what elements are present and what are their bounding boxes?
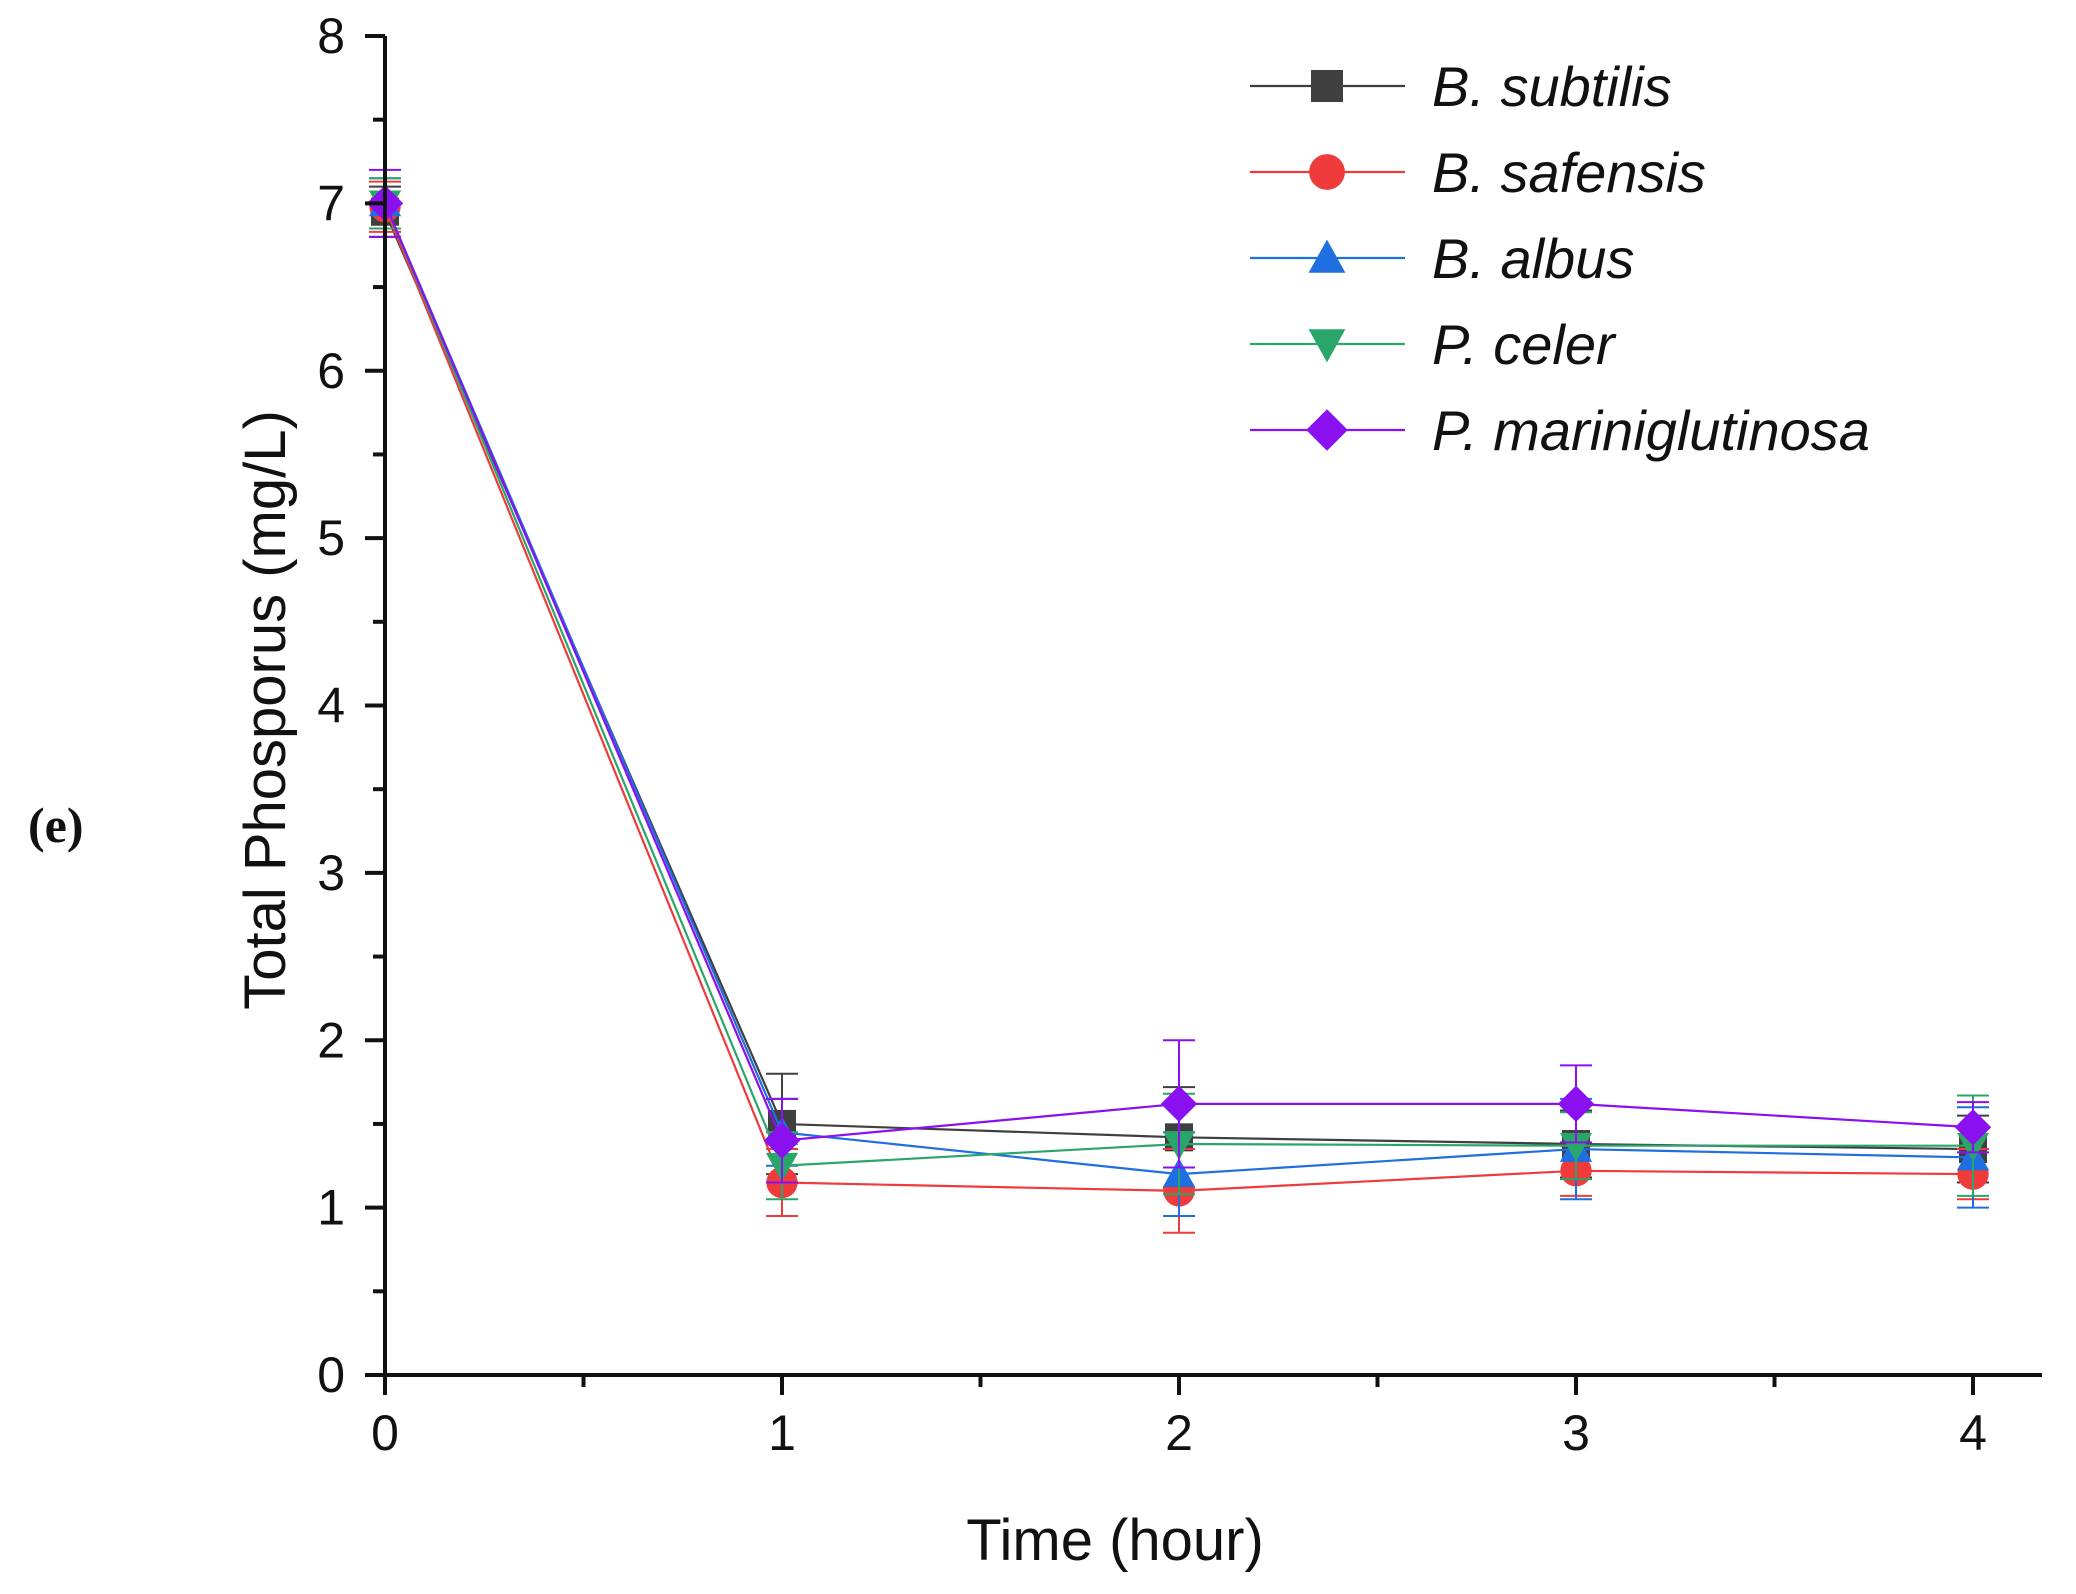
x-axis: 0 1 2 3 4 bbox=[371, 1373, 2042, 1461]
legend: B. subtilis B. safensis B. albus P. celer P.… bbox=[1250, 55, 1870, 462]
x-tick-label: 0 bbox=[371, 1405, 399, 1461]
series-0 bbox=[369, 185, 1989, 1189]
data-point bbox=[763, 1122, 801, 1159]
legend-marker bbox=[1311, 70, 1343, 102]
x-tick-label: 4 bbox=[1959, 1405, 1987, 1461]
series-line bbox=[383, 202, 1974, 1142]
series-line bbox=[383, 211, 1974, 1151]
legend-label: B. albus bbox=[1432, 227, 1634, 290]
data-point bbox=[1160, 1085, 1198, 1123]
y-tick-label: 3 bbox=[317, 845, 345, 901]
data-point bbox=[1557, 1085, 1595, 1123]
legend-label: P. celer bbox=[1432, 313, 1617, 376]
x-tick-label: 2 bbox=[1165, 1405, 1193, 1461]
y-tick-label: 5 bbox=[317, 510, 345, 566]
legend-entry: B. safensis bbox=[1250, 141, 1706, 204]
y-tick-label: 7 bbox=[317, 175, 345, 231]
y-tick-label: 2 bbox=[317, 1012, 345, 1068]
legend-marker bbox=[1309, 154, 1345, 190]
legend-label: P. mariniglutinosa bbox=[1432, 399, 1870, 462]
y-tick-label: 4 bbox=[317, 678, 345, 734]
legend-entry: B. albus bbox=[1250, 227, 1634, 290]
x-axis-label: Time (hour) bbox=[966, 1508, 1264, 1573]
data-point bbox=[1954, 1109, 1992, 1146]
legend-entry: P. mariniglutinosa bbox=[1250, 399, 1870, 462]
y-tick-label: 8 bbox=[317, 8, 345, 64]
x-tick-label: 1 bbox=[768, 1405, 796, 1461]
data-point bbox=[1559, 1132, 1593, 1162]
y-axis-label: Total Phosporus (mg/L) bbox=[233, 410, 298, 1010]
legend-marker bbox=[1308, 329, 1346, 363]
panel-label: (e) bbox=[28, 797, 84, 853]
x-tick-label: 3 bbox=[1562, 1405, 1590, 1461]
legend-label: B. safensis bbox=[1432, 141, 1706, 204]
legend-marker bbox=[1306, 409, 1348, 451]
y-tick-label: 0 bbox=[317, 1347, 345, 1403]
legend-label: B. subtilis bbox=[1432, 55, 1672, 118]
y-tick-label: 1 bbox=[317, 1180, 345, 1236]
series-4 bbox=[366, 168, 1992, 1184]
legend-entry: P. celer bbox=[1250, 313, 1617, 376]
series-line bbox=[383, 202, 1974, 1176]
legend-marker bbox=[1308, 239, 1346, 273]
legend-entry: B. subtilis bbox=[1250, 55, 1672, 118]
series-line bbox=[383, 202, 1973, 1167]
y-tick-label: 6 bbox=[317, 343, 345, 399]
y-axis: 0 1 2 3 4 5 6 7 8 bbox=[317, 8, 387, 1403]
plot-series bbox=[366, 168, 1992, 1234]
